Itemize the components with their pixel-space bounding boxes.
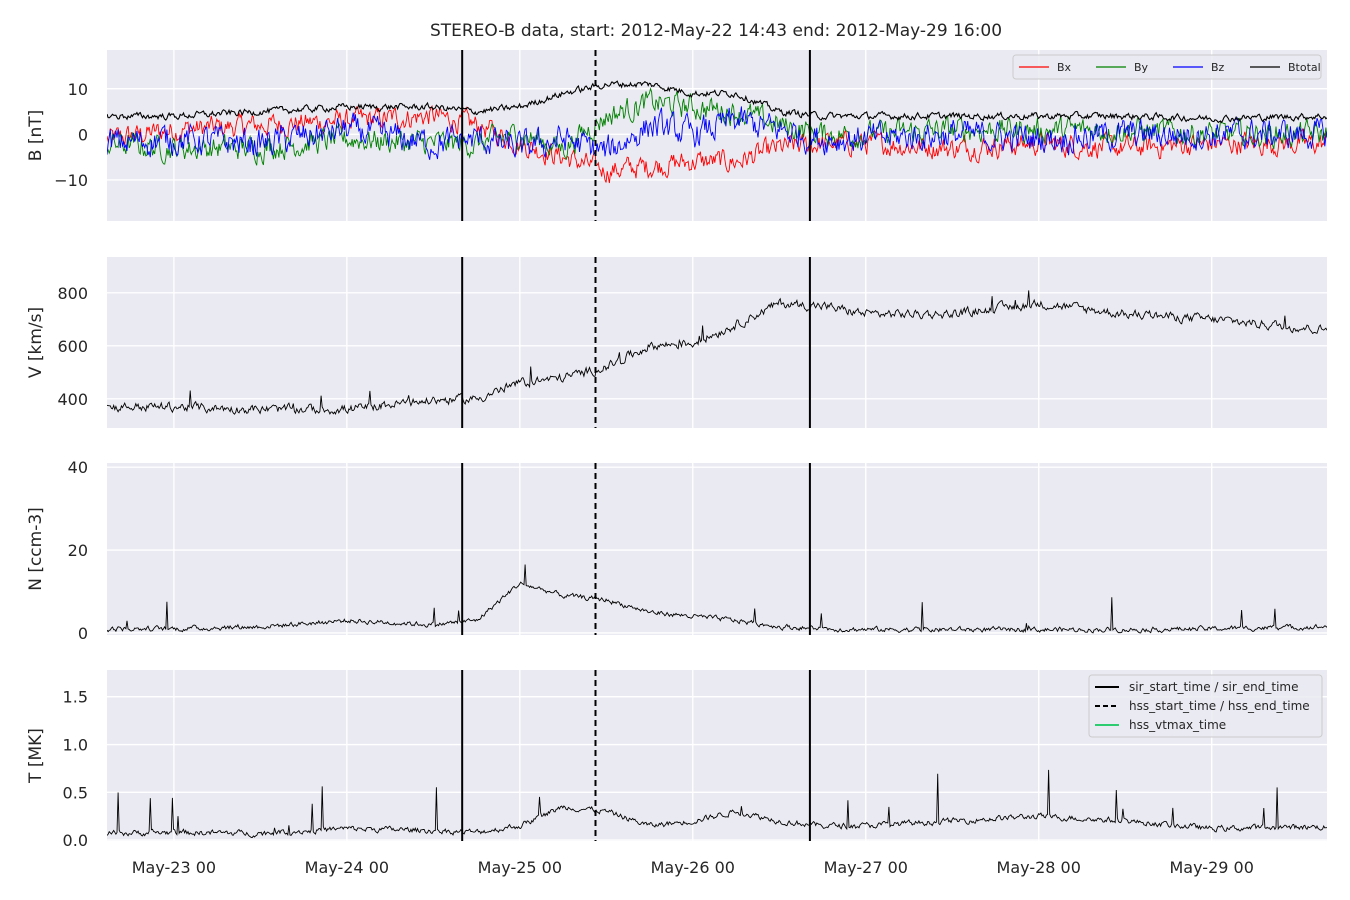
y-tick-label: 0.0 [63,831,88,850]
y-tick-label: 1.0 [63,736,88,755]
legend-box [1012,54,1322,80]
x-tick-label: May-26 00 [651,858,735,877]
legend-t: sir_start_time / sir_end_time hss_start_t… [1088,674,1323,738]
legend-label: sir_start_time / sir_end_time [1129,680,1299,694]
y-tick-label: 600 [57,337,88,356]
legend-label: Bx [1057,61,1072,74]
series-line-by [107,87,1327,166]
legend-box [1088,674,1323,738]
y-tick-label: 40 [68,458,88,477]
series-line-v [107,290,1327,415]
y-tick-label: 800 [57,284,88,303]
legend-label: hss_start_time / hss_end_time [1129,699,1310,713]
series-line-n [107,564,1327,634]
panel-background [107,463,1327,635]
x-tick-label: May-27 00 [824,858,908,877]
panel-3: 40 20 0 N [ccm-3] [26,458,1327,643]
x-tick-label: May-23 00 [132,858,216,877]
panel-background [107,257,1327,428]
x-tick-label: May-25 00 [478,858,562,877]
y-tick-label: 1.5 [63,688,88,707]
x-tick-label: May-28 00 [997,858,1081,877]
figure-title: STEREO-B data, start: 2012-May-22 14:43 … [430,21,1002,41]
panel-2: 800 600 400 V [km/s] [26,257,1327,428]
y-axis-label: V [km/s] [26,307,46,378]
y-axis-label: N [ccm-3] [26,507,46,591]
y-tick-label: −10 [54,171,88,190]
y-axis-label: B [nT] [26,110,46,162]
legend-label: By [1134,61,1149,74]
y-tick-label: 400 [57,390,88,409]
series-line-bx [107,104,1327,184]
y-tick-label: 10 [68,80,88,99]
y-axis-label: T [MK] [26,728,46,784]
y-tick-label: 0 [78,624,88,643]
y-tick-label: 0 [78,125,88,144]
panels: 10 0 −10 B [nT] 800 600 400 V [km/s] 40 20 0 N [ccm… [26,50,1327,877]
series-line-t [107,769,1327,838]
series-line-bz [107,106,1327,160]
legend-label: hss_vtmax_time [1129,718,1226,732]
y-tick-label: 0.5 [63,783,88,802]
x-tick-label: May-24 00 [305,858,389,877]
legend-label: Btotal [1288,61,1321,74]
y-tick-label: 20 [68,541,88,560]
legend-b: Bx By Bz Btotal [1012,54,1322,80]
series-line-btotal [107,80,1327,124]
legend-label: Bz [1211,61,1225,74]
x-tick-label: May-29 00 [1170,858,1254,877]
